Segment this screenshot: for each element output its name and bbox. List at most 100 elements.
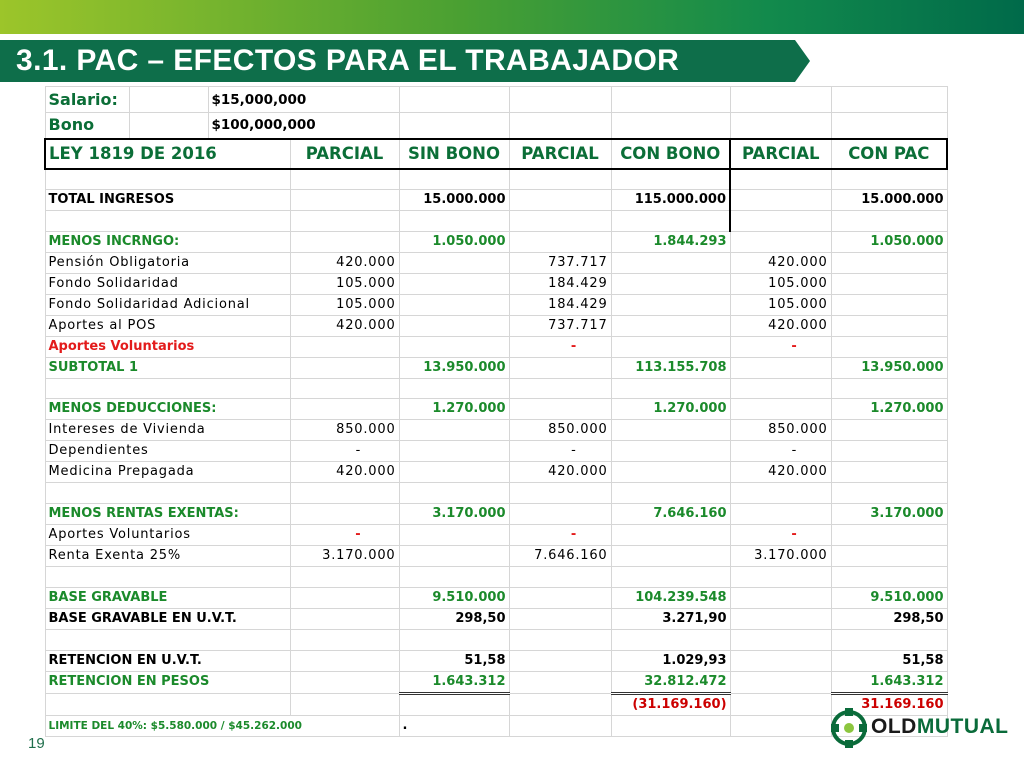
table-row: MENOS INCRNGO: 1.050.000 1.844.293 1.050… — [44, 230, 948, 253]
parcial-cell: 420.000 — [729, 314, 832, 337]
blank-row — [44, 566, 948, 588]
parcial-cell: - — [508, 440, 612, 463]
parcial-cell: 737.717 — [508, 314, 612, 337]
parcial-cell: - — [508, 335, 612, 358]
table-row: Aportes Voluntarios - - — [44, 335, 948, 358]
con-pac-cell: 1.270.000 — [830, 398, 948, 421]
header-con-bono: CON BONO — [610, 137, 731, 170]
row-label: RETENCION EN PESOS — [44, 670, 291, 694]
parcial-cell: - — [729, 440, 832, 463]
parcial-cell: 420.000 — [508, 461, 612, 484]
row-label: Dependientes — [44, 440, 291, 463]
parcial-cell: 420.000 — [729, 461, 832, 484]
salario-row: Salario: $15,000,000 — [44, 86, 948, 113]
header-sin-bono: SIN BONO — [398, 137, 510, 170]
row-label: RETENCION EN U.V.T. — [44, 649, 291, 672]
salario-value: $15,000,000 — [207, 86, 400, 113]
old-mutual-emblem-icon — [831, 708, 867, 748]
table-row: TOTAL INGRESOS 15.000.000 115.000.000 15… — [44, 188, 948, 211]
con-bono-cell: 1.270.000 — [610, 398, 731, 421]
header-parcial-3: PARCIAL — [729, 137, 832, 170]
row-label: Intereses de Vivienda — [44, 419, 291, 442]
old-mutual-logo: OLDMUTUAL — [829, 706, 1009, 750]
table-row: Aportes Voluntarios - - - — [44, 524, 948, 547]
sin-bono-cell: 3.170.000 — [398, 503, 510, 526]
con-bono-cell: 1.844.293 — [610, 230, 731, 253]
table-row: BASE GRAVABLE 9.510.000 104.239.548 9.51… — [44, 586, 948, 609]
table-row: Intereses de Vivienda 850.000 850.000 85… — [44, 419, 948, 442]
header-parcial-2: PARCIAL — [508, 137, 612, 170]
bono-value: $100,000,000 — [207, 112, 400, 139]
con-bono-cell: 1.029,93 — [610, 649, 731, 672]
table-row: Pensión Obligatoria 420.000 737.717 420.… — [44, 251, 948, 274]
parcial-cell: 420.000 — [729, 251, 832, 274]
row-label: Medicina Prepagada — [44, 461, 291, 484]
header-ley: LEY 1819 DE 2016 — [44, 137, 291, 170]
parcial-cell: - — [508, 524, 612, 547]
bono-row: Bono $100,000,000 — [44, 112, 948, 139]
parcial-cell: 184.429 — [508, 293, 612, 316]
footer-dot: . — [398, 714, 510, 737]
row-label: MENOS RENTAS EXENTAS: — [44, 503, 291, 526]
row-label: Aportes Voluntarios — [44, 335, 291, 358]
con-bono-cell: 32.812.472 — [610, 670, 731, 694]
sin-bono-cell: 1.270.000 — [398, 398, 510, 421]
con-pac-cell: 13.950.000 — [830, 356, 948, 379]
parcial-cell: 105.000 — [289, 272, 400, 295]
parcial-cell: 3.170.000 — [729, 545, 832, 568]
header-parcial-1: PARCIAL — [289, 137, 400, 170]
table-header-row: LEY 1819 DE 2016 PARCIAL SIN BONO PARCIA… — [44, 137, 949, 170]
table-row: Dependientes - - - — [44, 440, 948, 463]
parcial-cell: - — [289, 440, 400, 463]
table-row: Renta Exenta 25% 3.170.000 7.646.160 3.1… — [44, 545, 948, 568]
parcial-cell: 7.646.160 — [508, 545, 612, 568]
row-label: TOTAL INGRESOS — [44, 188, 291, 211]
sin-bono-cell: 1.050.000 — [398, 230, 510, 253]
slide-title: 3.1. PAC – EFECTOS PARA EL TRABAJADOR — [16, 44, 680, 77]
con-pac-cell: 15.000.000 — [830, 188, 948, 211]
table-row: Aportes al POS 420.000 737.717 420.000 — [44, 314, 948, 337]
title-banner — [0, 40, 810, 82]
top-gradient-bar — [0, 0, 1024, 34]
parcial-cell: 420.000 — [289, 461, 400, 484]
bono-label: Bono — [44, 112, 130, 139]
sin-bono-cell: 298,50 — [398, 607, 510, 630]
row-label: Fondo Solidaridad — [44, 272, 291, 295]
parcial-cell: 184.429 — [508, 272, 612, 295]
difference-row: (31.169.160) 31.169.160 — [44, 691, 948, 716]
row-label: Fondo Solidaridad Adicional — [44, 293, 291, 316]
header-con-pac: CON PAC — [830, 137, 949, 170]
sin-bono-cell: 13.950.000 — [398, 356, 510, 379]
con-bono-cell: 113.155.708 — [610, 356, 731, 379]
row-label: Renta Exenta 25% — [44, 545, 291, 568]
parcial-cell: 105.000 — [289, 293, 400, 316]
footer-note-row: LIMITE DEL 40%: $5.580.000 / $45.262.000… — [44, 714, 948, 737]
table-row: MENOS RENTAS EXENTAS: 3.170.000 7.646.16… — [44, 503, 948, 526]
parcial-cell: - — [729, 335, 832, 358]
limit-note: LIMITE DEL 40%: $5.580.000 / $45.262.000 — [44, 714, 400, 737]
salario-label: Salario: — [44, 86, 130, 113]
table-row: Medicina Prepagada 420.000 420.000 420.0… — [44, 461, 948, 484]
parcial-cell: 850.000 — [289, 419, 400, 442]
sin-bono-cell: 9.510.000 — [398, 586, 510, 609]
table-row: MENOS DEDUCCIONES: 1.270.000 1.270.000 1… — [44, 398, 948, 421]
row-label: MENOS INCRNGO: — [44, 230, 291, 253]
con-bono-cell: 115.000.000 — [610, 188, 731, 211]
spreadsheet: Salario: $15,000,000 Bono $100,000,000 L… — [44, 86, 949, 737]
table-row: Fondo Solidaridad Adicional 105.000 184.… — [44, 293, 948, 316]
table-row: SUBTOTAL 1 13.950.000 113.155.708 13.950… — [44, 356, 948, 379]
parcial-cell: 105.000 — [729, 272, 832, 295]
row-label: BASE GRAVABLE EN U.V.T. — [44, 607, 291, 630]
row-label: BASE GRAVABLE — [44, 586, 291, 609]
difference-con-bono: (31.169.160) — [610, 691, 731, 716]
parcial-cell: 3.170.000 — [289, 545, 400, 568]
parcial-cell: 850.000 — [508, 419, 612, 442]
parcial-cell: 850.000 — [729, 419, 832, 442]
parcial-cell: 420.000 — [289, 251, 400, 274]
blank-row — [44, 482, 948, 505]
tax-table: Salario: $15,000,000 Bono $100,000,000 L… — [44, 86, 949, 737]
row-label: Aportes al POS — [44, 314, 291, 337]
sin-bono-cell: 1.643.312 — [398, 670, 510, 694]
blank-row — [44, 628, 948, 651]
con-pac-cell: 1.643.312 — [830, 670, 948, 694]
